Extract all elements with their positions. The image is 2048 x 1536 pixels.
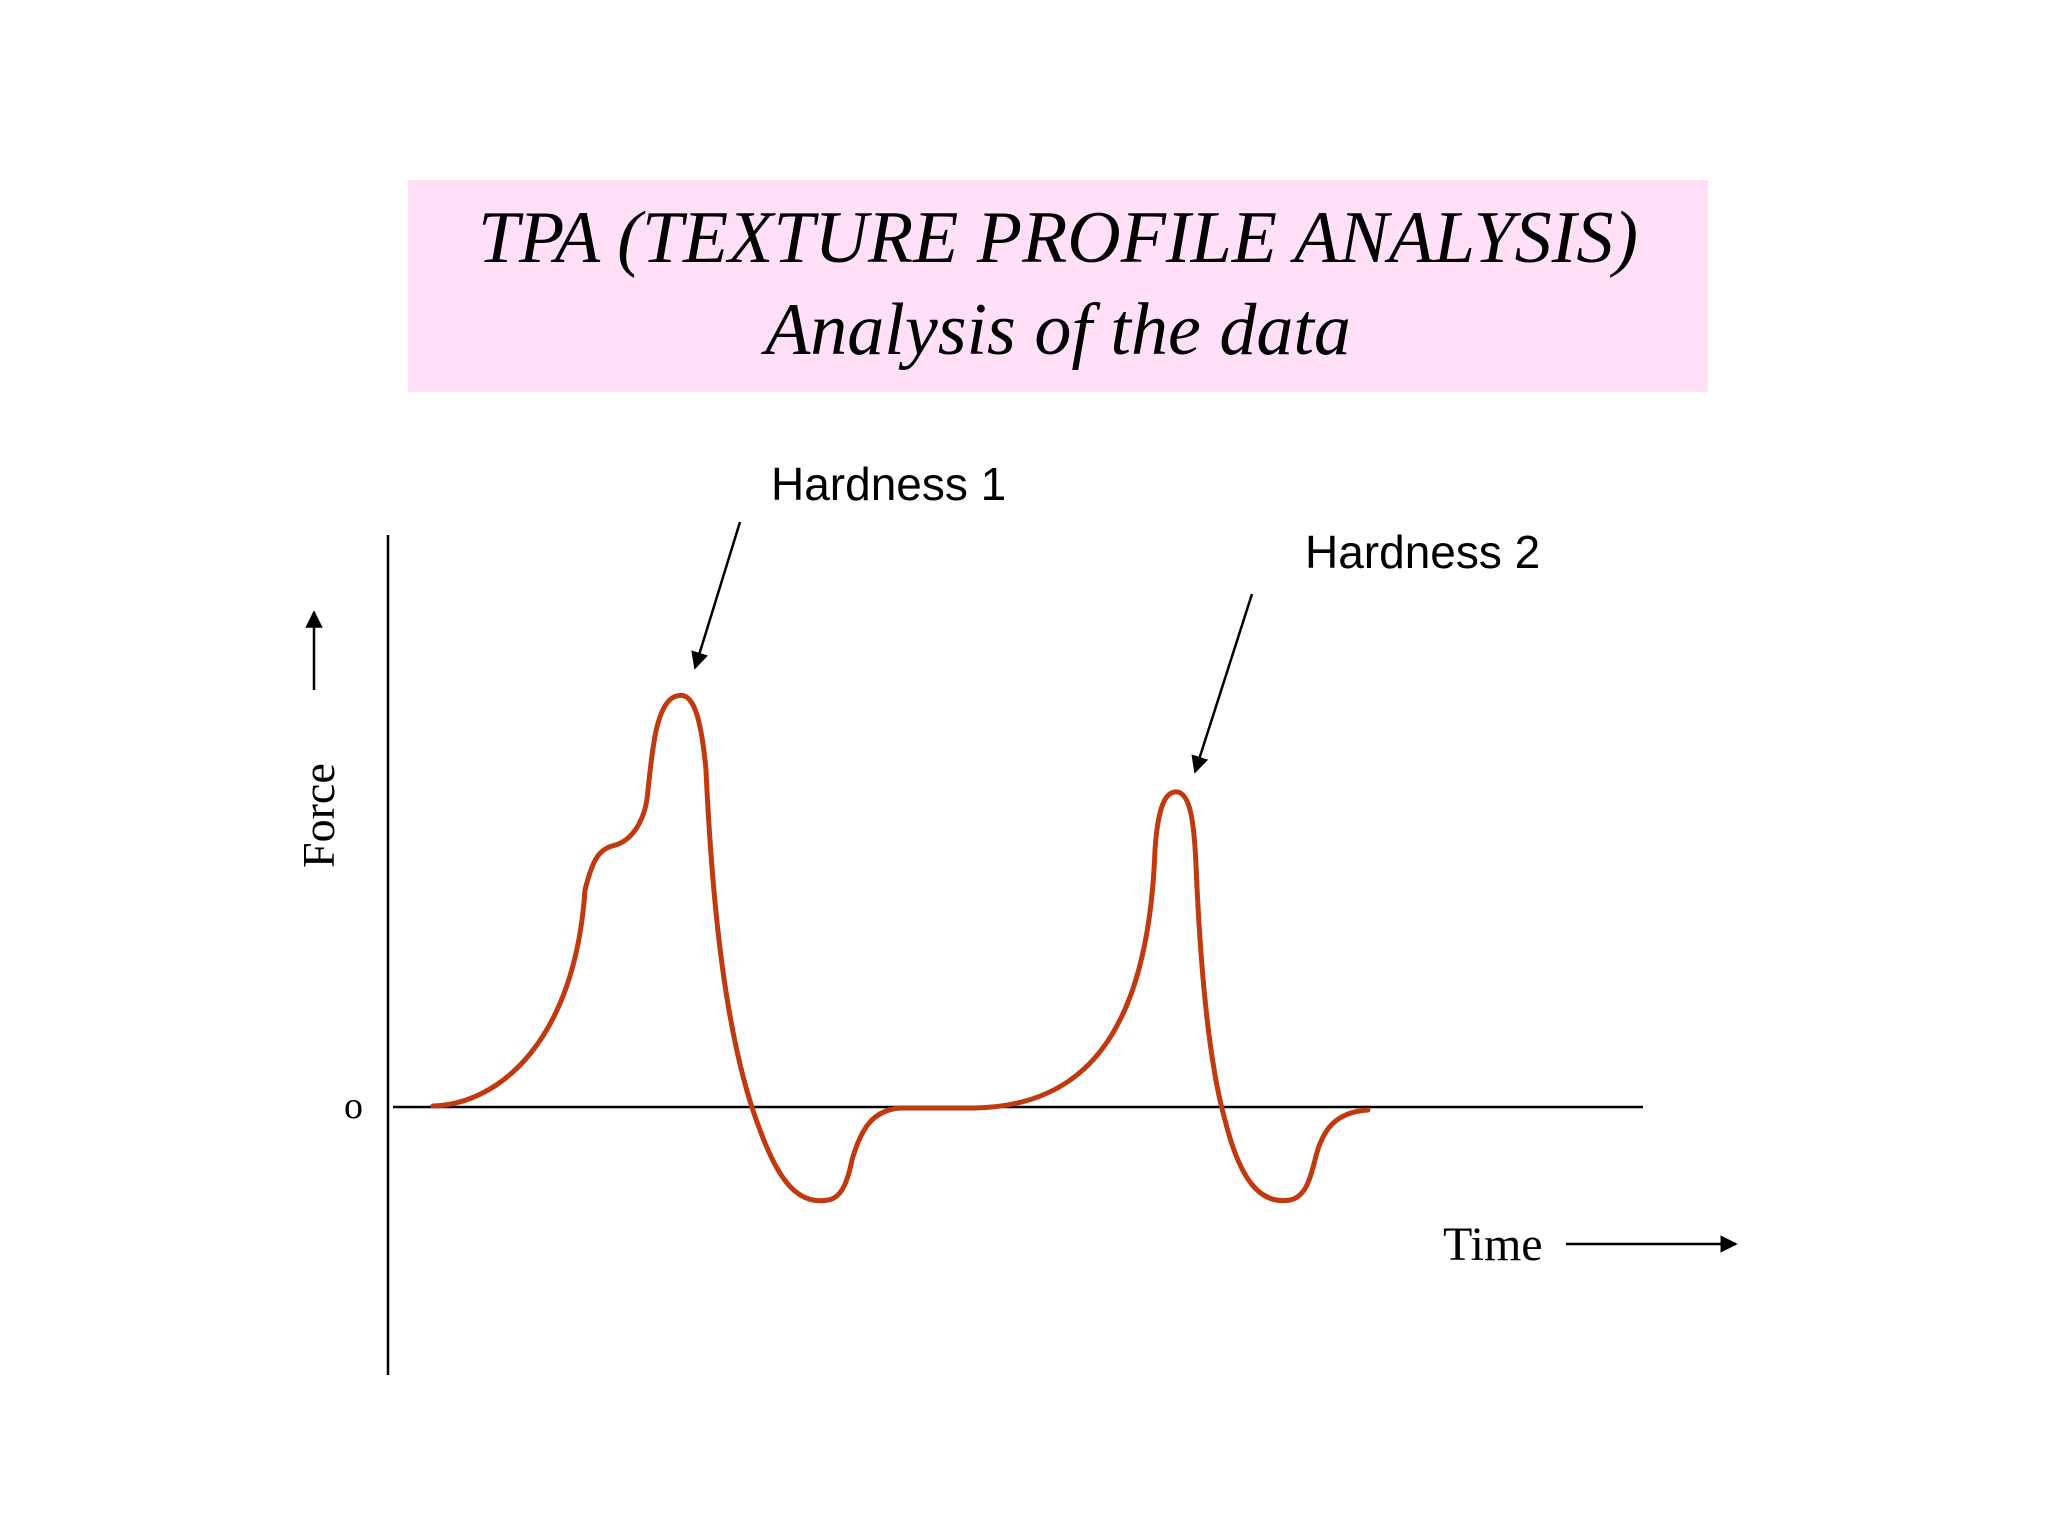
hardness-2-arrow [1191,593,1254,774]
slide-title: TPA (TEXTURE PROFILE ANALYSIS) [478,197,1638,279]
hardness-1-label: Hardness 1 [771,458,1006,510]
title-banner: TPA (TEXTURE PROFILE ANALYSIS) Analysis … [408,180,1708,392]
y-axis-label: Force [293,763,344,868]
slide-subtitle: Analysis of the data [765,289,1351,371]
origin-label: o [344,1085,363,1127]
force-curve-cycle-2 [972,789,1371,1204]
force-curve-cycle-1 [430,692,978,1204]
hardness-1-arrow [691,521,742,670]
x-axis-label: Time [1443,1218,1543,1271]
hardness-2-label: Hardness 2 [1305,526,1540,578]
